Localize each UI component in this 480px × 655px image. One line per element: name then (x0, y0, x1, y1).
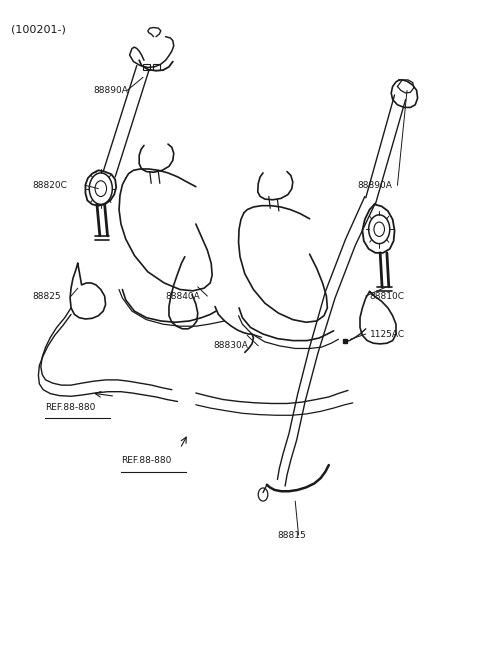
Text: 88840A: 88840A (166, 291, 200, 301)
Text: 88815: 88815 (277, 531, 306, 540)
Bar (143, 64, 150, 70)
Text: 1125AC: 1125AC (370, 329, 405, 339)
Text: 88820C: 88820C (33, 181, 68, 190)
Text: 88890A: 88890A (94, 86, 129, 95)
Text: REF.88-880: REF.88-880 (121, 456, 171, 465)
Text: 88825: 88825 (33, 291, 61, 301)
Text: 88810C: 88810C (370, 291, 405, 301)
Text: 88830A: 88830A (214, 341, 249, 350)
Text: 88890A: 88890A (358, 181, 393, 190)
Text: REF.88-880: REF.88-880 (45, 403, 95, 412)
Text: (100201-): (100201-) (11, 24, 65, 34)
Bar (153, 64, 160, 70)
